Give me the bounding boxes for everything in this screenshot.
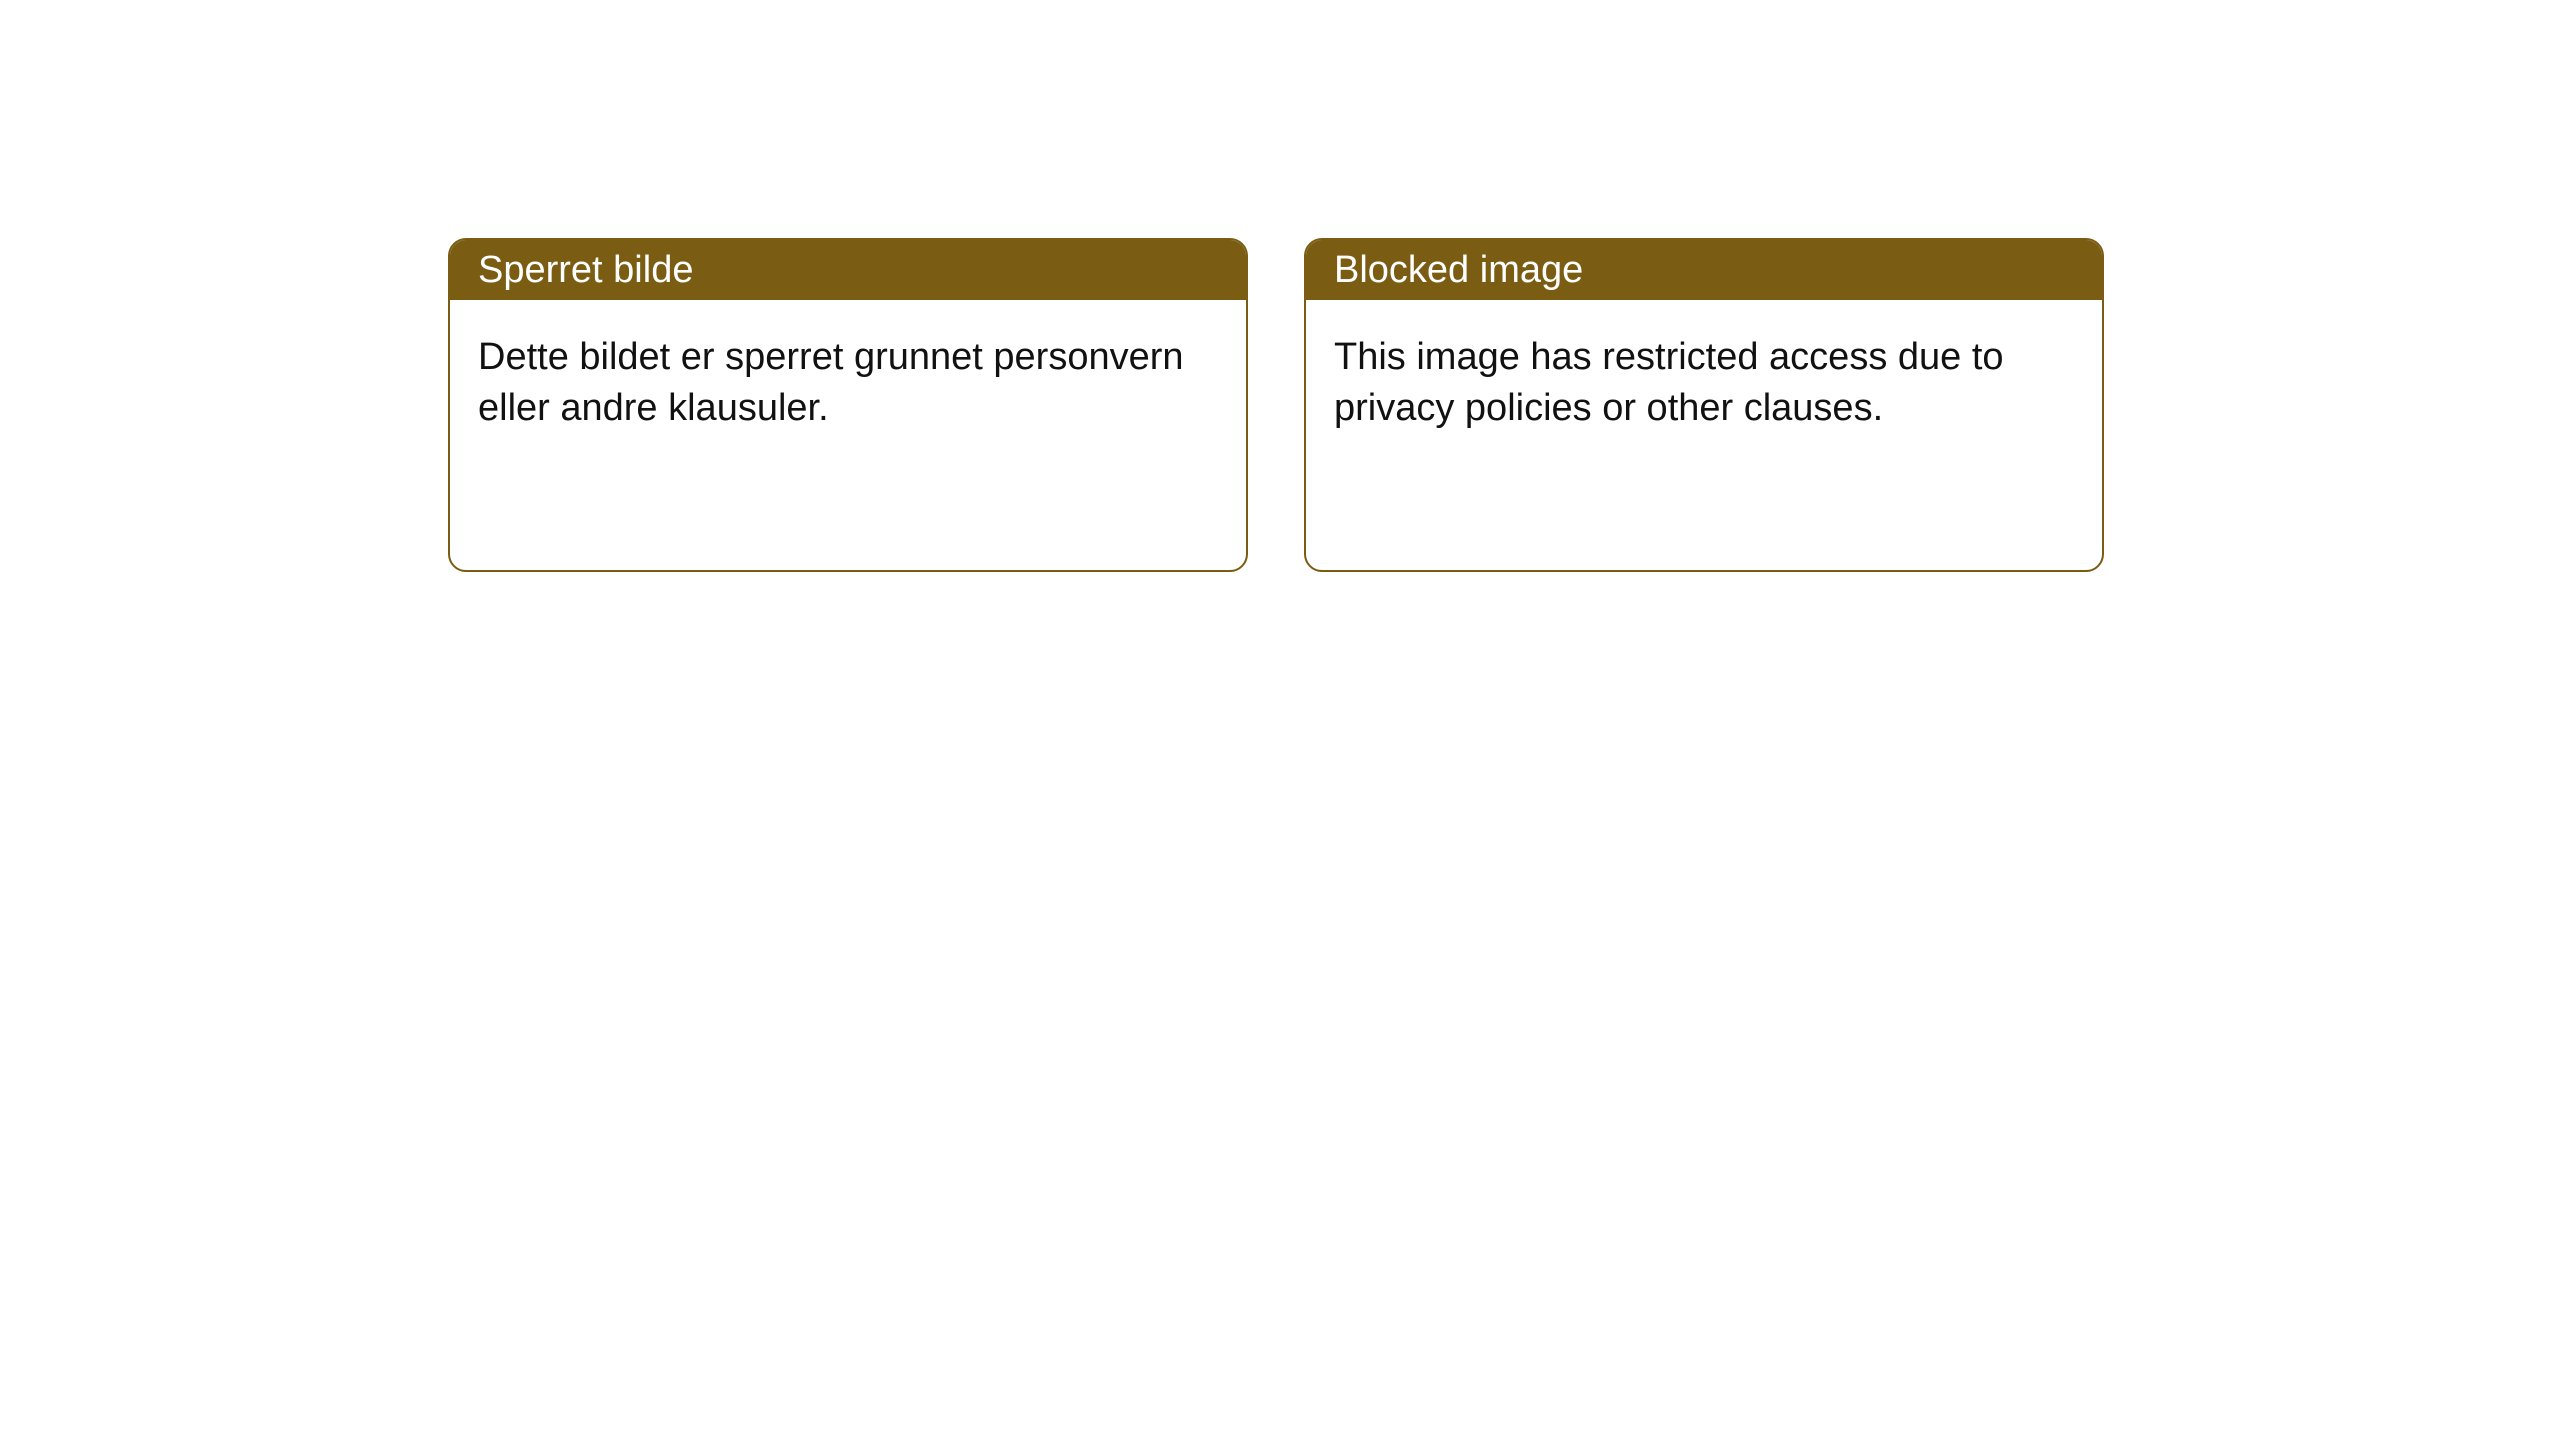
notice-body-text-english: This image has restricted access due to … [1334, 336, 2004, 429]
notice-body-english: This image has restricted access due to … [1306, 300, 2102, 467]
notice-container: Sperret bilde Dette bildet er sperret gr… [0, 0, 2560, 572]
notice-body-norwegian: Dette bildet er sperret grunnet personve… [450, 300, 1246, 467]
notice-body-text-norwegian: Dette bildet er sperret grunnet personve… [478, 336, 1184, 429]
notice-box-norwegian: Sperret bilde Dette bildet er sperret gr… [448, 238, 1248, 572]
notice-header-norwegian: Sperret bilde [450, 240, 1246, 300]
notice-header-english: Blocked image [1306, 240, 2102, 300]
notice-title-norwegian: Sperret bilde [478, 249, 693, 292]
notice-title-english: Blocked image [1334, 249, 1583, 292]
notice-box-english: Blocked image This image has restricted … [1304, 238, 2104, 572]
